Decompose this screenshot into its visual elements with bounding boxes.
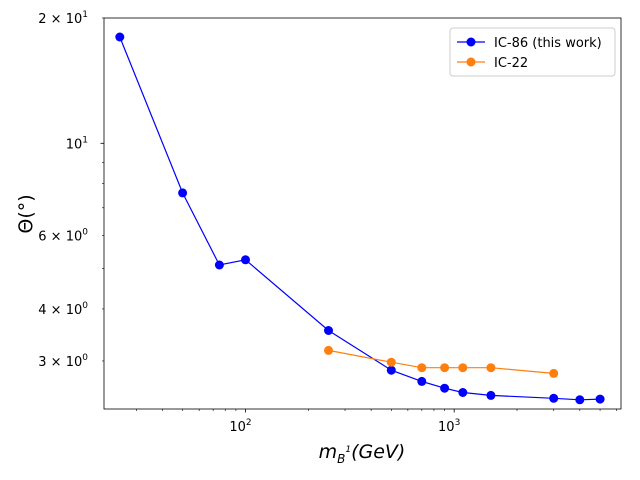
- y-axis-title: Θ(°): [15, 194, 37, 233]
- data-point-ic86: [241, 255, 250, 265]
- data-point-ic86: [595, 394, 605, 404]
- legend: IC-86 (this work) IC-22: [449, 27, 616, 77]
- data-point-ic22: [417, 363, 427, 373]
- data-point-ic22: [458, 363, 468, 373]
- ticks: 102 103 2 × 101 101 6 × 100 4 × 100 3 × 100: [38, 10, 617, 435]
- data-point-ic86: [417, 376, 427, 386]
- legend-box: [449, 27, 616, 77]
- data-point-ic22: [440, 363, 450, 373]
- data-point-ic86: [486, 390, 496, 400]
- y-tick-label: 6 × 100: [38, 228, 88, 245]
- data-point-ic86: [549, 393, 559, 403]
- data-point-ic86: [324, 326, 333, 335]
- data-point-ic86: [178, 188, 188, 198]
- y-tick-label: 3 × 100: [38, 353, 88, 370]
- legend-label-ic22: IC-22: [494, 56, 528, 71]
- x-tick-label: 102: [229, 418, 251, 435]
- legend-label-ic86: IC-86 (this work): [494, 36, 602, 51]
- data-point-ic86: [575, 395, 585, 405]
- data-point-ic22: [324, 345, 333, 355]
- x-tick-label: 103: [438, 418, 460, 435]
- legend-marker-ic22: [466, 57, 476, 67]
- data-point-ic86: [458, 388, 468, 397]
- data-point-ic22: [549, 368, 559, 378]
- legend-marker-ic86: [466, 37, 476, 47]
- y-tick-label: 4 × 100: [38, 301, 88, 318]
- data-point-ic86: [386, 365, 396, 375]
- data-point-ic86: [440, 383, 450, 393]
- plot-area: [103, 17, 622, 410]
- data-point-ic22: [486, 363, 496, 373]
- series-layer: [115, 32, 605, 405]
- y-tick-label: 101: [66, 135, 88, 152]
- data-point-ic86: [214, 260, 224, 270]
- axes-frame: [103, 17, 622, 410]
- data-point-ic22: [386, 357, 396, 367]
- y-tick-label: 2 × 101: [38, 10, 88, 27]
- x-axis-title: mB1(GeV): [319, 441, 406, 466]
- data-point-ic86: [115, 32, 125, 42]
